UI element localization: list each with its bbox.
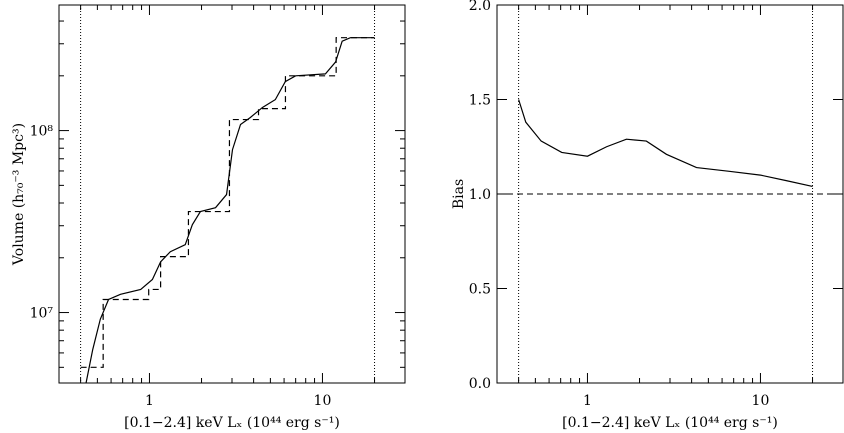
x-tick-label: 10	[752, 393, 770, 409]
y-tick-label: 1.0	[469, 187, 491, 203]
y-tick-label: 0.0	[469, 376, 491, 392]
x-tick-label: 1	[583, 393, 592, 409]
x-axis-label: [0.1−2.4] keV Lₓ (10⁴⁴ erg s⁻¹)	[124, 415, 340, 431]
x-tick-label: 1	[145, 393, 154, 409]
x-axis-label: [0.1−2.4] keV Lₓ (10⁴⁴ erg s⁻¹)	[562, 415, 778, 431]
y-axis-label: Bias	[451, 179, 467, 209]
y-axis-label: Volume (h₇₀⁻³ Mpc³)	[11, 123, 27, 266]
y-tick-label: 10⁷	[30, 306, 54, 322]
data-line	[518, 99, 813, 188]
data-line	[85, 37, 375, 384]
y-tick-label: 1.5	[469, 93, 491, 109]
data-line	[80, 37, 375, 368]
plot-frame	[58, 4, 406, 384]
y-tick-label: 2.0	[469, 0, 491, 14]
y-tick-label: 0.5	[469, 282, 491, 298]
x-tick-label: 10	[314, 393, 332, 409]
y-tick-label: 10⁸	[30, 124, 54, 140]
